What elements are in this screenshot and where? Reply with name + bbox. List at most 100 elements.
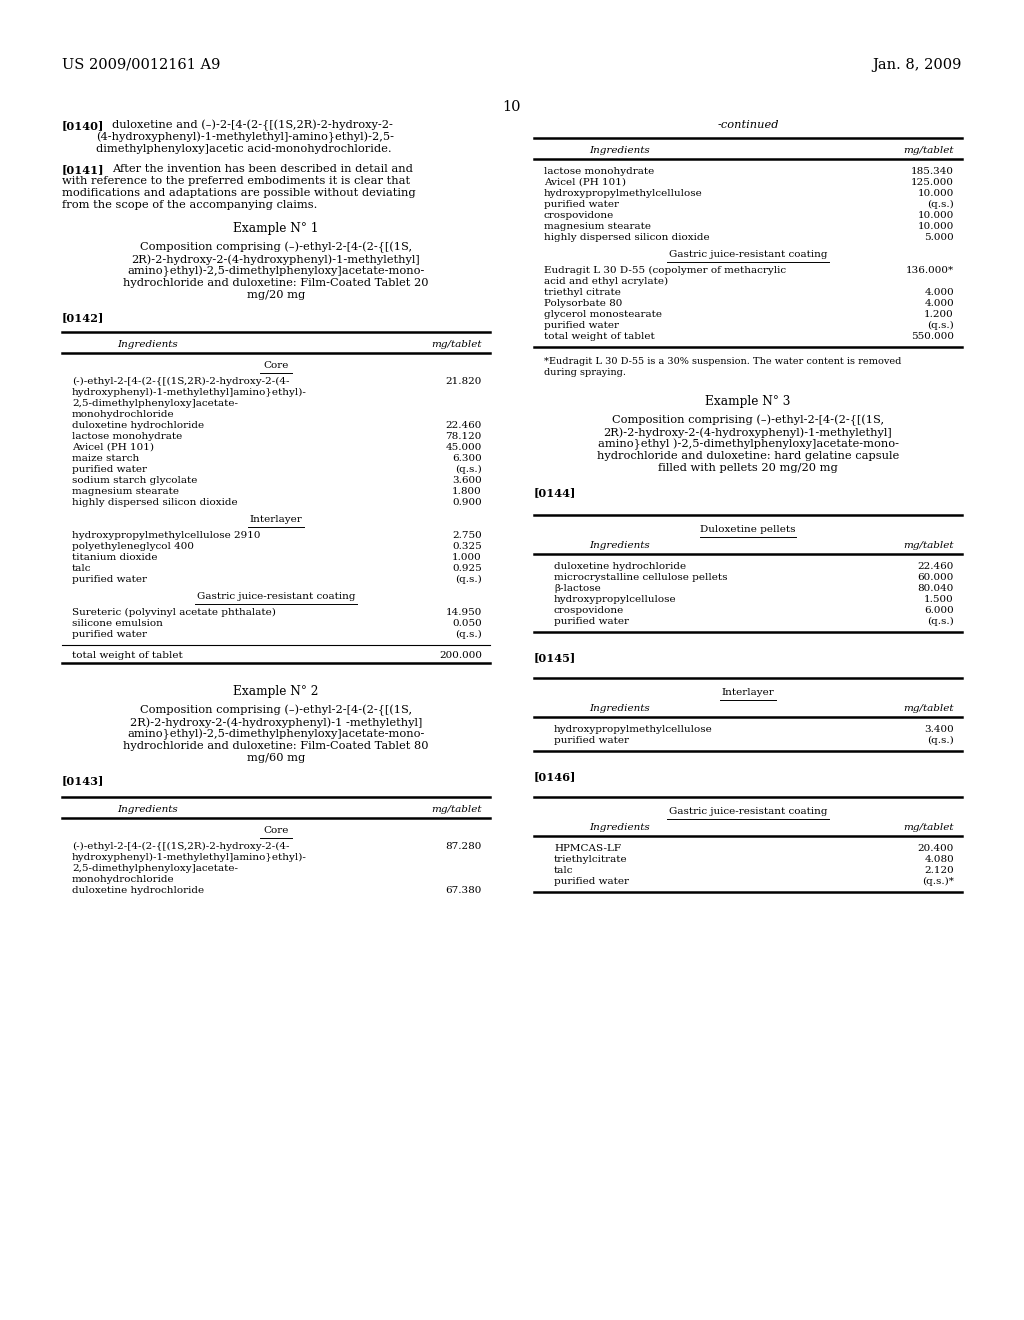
Text: microcrystalline cellulose pellets: microcrystalline cellulose pellets bbox=[554, 573, 727, 582]
Text: 4.000: 4.000 bbox=[925, 288, 954, 297]
Text: 550.000: 550.000 bbox=[911, 333, 954, 341]
Text: lactose monohydrate: lactose monohydrate bbox=[544, 168, 654, 176]
Text: 1.800: 1.800 bbox=[453, 487, 482, 496]
Text: 2.120: 2.120 bbox=[925, 866, 954, 875]
Text: 5.000: 5.000 bbox=[925, 234, 954, 242]
Text: purified water: purified water bbox=[72, 576, 147, 583]
Text: [0140]: [0140] bbox=[62, 120, 104, 131]
Text: Example N° 1: Example N° 1 bbox=[233, 222, 318, 235]
Text: acid and ethyl acrylate): acid and ethyl acrylate) bbox=[544, 277, 668, 286]
Text: 4.080: 4.080 bbox=[925, 855, 954, 865]
Text: purified water: purified water bbox=[554, 876, 629, 886]
Text: HPMCAS-LF: HPMCAS-LF bbox=[554, 843, 621, 853]
Text: 22.460: 22.460 bbox=[918, 562, 954, 572]
Text: [0144]: [0144] bbox=[534, 487, 577, 498]
Text: After the invention has been described in detail and: After the invention has been described i… bbox=[112, 164, 413, 174]
Text: titanium dioxide: titanium dioxide bbox=[72, 553, 158, 562]
Text: filled with pellets 20 mg/20 mg: filled with pellets 20 mg/20 mg bbox=[658, 463, 838, 473]
Text: (q.s.): (q.s.) bbox=[456, 630, 482, 639]
Text: 60.000: 60.000 bbox=[918, 573, 954, 582]
Text: Ingredients: Ingredients bbox=[589, 541, 650, 550]
Text: 14.950: 14.950 bbox=[445, 609, 482, 616]
Text: glycerol monostearate: glycerol monostearate bbox=[544, 310, 662, 319]
Text: 20.400: 20.400 bbox=[918, 843, 954, 853]
Text: purified water: purified water bbox=[554, 737, 629, 744]
Text: duloxetine hydrochloride: duloxetine hydrochloride bbox=[554, 562, 686, 572]
Text: 1.500: 1.500 bbox=[925, 595, 954, 605]
Text: monohydrochloride: monohydrochloride bbox=[72, 875, 175, 884]
Text: 0.050: 0.050 bbox=[453, 619, 482, 628]
Text: 2.750: 2.750 bbox=[453, 531, 482, 540]
Text: total weight of tablet: total weight of tablet bbox=[544, 333, 654, 341]
Text: mg/tablet: mg/tablet bbox=[903, 822, 954, 832]
Text: [0146]: [0146] bbox=[534, 771, 577, 781]
Text: modifications and adaptations are possible without deviating: modifications and adaptations are possib… bbox=[62, 187, 416, 198]
Text: duloxetine and (–)-2-[4-(2-{[(1S,2R)-2-hydroxy-2-: duloxetine and (–)-2-[4-(2-{[(1S,2R)-2-h… bbox=[112, 120, 393, 132]
Text: Ingredients: Ingredients bbox=[117, 805, 178, 814]
Text: Composition comprising (–)-ethyl-2-[4-(2-{[(1S,: Composition comprising (–)-ethyl-2-[4-(2… bbox=[612, 414, 884, 426]
Text: (q.s.): (q.s.) bbox=[928, 321, 954, 330]
Text: Example N° 2: Example N° 2 bbox=[233, 685, 318, 698]
Text: duloxetine hydrochloride: duloxetine hydrochloride bbox=[72, 421, 204, 430]
Text: hydroxypropylmethylcellulose: hydroxypropylmethylcellulose bbox=[544, 189, 702, 198]
Text: Duloxetine pellets: Duloxetine pellets bbox=[700, 525, 796, 535]
Text: US 2009/0012161 A9: US 2009/0012161 A9 bbox=[62, 58, 220, 73]
Text: 78.120: 78.120 bbox=[445, 432, 482, 441]
Text: Interlayer: Interlayer bbox=[250, 515, 302, 524]
Text: Polysorbate 80: Polysorbate 80 bbox=[544, 300, 623, 308]
Text: 136.000*: 136.000* bbox=[906, 267, 954, 275]
Text: (q.s.)*: (q.s.)* bbox=[923, 876, 954, 886]
Text: 21.820: 21.820 bbox=[445, 378, 482, 385]
Text: Avicel (PH 101): Avicel (PH 101) bbox=[544, 178, 626, 187]
Text: 2R)-2-hydroxy-2-(4-hydroxyphenyl)-1-methylethyl]: 2R)-2-hydroxy-2-(4-hydroxyphenyl)-1-meth… bbox=[603, 426, 892, 437]
Text: 22.460: 22.460 bbox=[445, 421, 482, 430]
Text: polyethyleneglycol 400: polyethyleneglycol 400 bbox=[72, 543, 194, 550]
Text: 80.040: 80.040 bbox=[918, 583, 954, 593]
Text: Ingredients: Ingredients bbox=[589, 147, 650, 154]
Text: dimethylphenyloxy]acetic acid-monohydrochloride.: dimethylphenyloxy]acetic acid-monohydroc… bbox=[96, 144, 391, 154]
Text: purified water: purified water bbox=[544, 321, 618, 330]
Text: mg/tablet: mg/tablet bbox=[903, 541, 954, 550]
Text: Core: Core bbox=[263, 826, 289, 836]
Text: amino}ethyl)-2,5-dimethylphenyloxy]acetate-mono-: amino}ethyl)-2,5-dimethylphenyloxy]aceta… bbox=[127, 267, 425, 277]
Text: 45.000: 45.000 bbox=[445, 444, 482, 451]
Text: hydroxyphenyl)-1-methylethyl]amino}ethyl)-: hydroxyphenyl)-1-methylethyl]amino}ethyl… bbox=[72, 853, 307, 862]
Text: talc: talc bbox=[72, 564, 91, 573]
Text: hydroxypropylmethylcellulose: hydroxypropylmethylcellulose bbox=[554, 725, 713, 734]
Text: Gastric juice-resistant coating: Gastric juice-resistant coating bbox=[669, 249, 827, 259]
Text: mg/tablet: mg/tablet bbox=[431, 341, 482, 348]
Text: Jan. 8, 2009: Jan. 8, 2009 bbox=[872, 58, 962, 73]
Text: mg/60 mg: mg/60 mg bbox=[247, 752, 305, 763]
Text: triethylcitrate: triethylcitrate bbox=[554, 855, 628, 865]
Text: during spraying.: during spraying. bbox=[544, 368, 626, 378]
Text: Ingredients: Ingredients bbox=[589, 704, 650, 713]
Text: total weight of tablet: total weight of tablet bbox=[72, 651, 182, 660]
Text: purified water: purified water bbox=[544, 201, 618, 209]
Text: Example N° 3: Example N° 3 bbox=[706, 395, 791, 408]
Text: crospovidone: crospovidone bbox=[554, 606, 625, 615]
Text: sodium starch glycolate: sodium starch glycolate bbox=[72, 477, 198, 484]
Text: 3.600: 3.600 bbox=[453, 477, 482, 484]
Text: duloxetine hydrochloride: duloxetine hydrochloride bbox=[72, 886, 204, 895]
Text: Avicel (PH 101): Avicel (PH 101) bbox=[72, 444, 154, 451]
Text: 2,5-dimethylphenyloxy]acetate-: 2,5-dimethylphenyloxy]acetate- bbox=[72, 399, 238, 408]
Text: Gastric juice-resistant coating: Gastric juice-resistant coating bbox=[197, 591, 355, 601]
Text: crospovidone: crospovidone bbox=[544, 211, 614, 220]
Text: (-)-ethyl-2-[4-(2-{[(1S,2R)-2-hydroxy-2-(4-: (-)-ethyl-2-[4-(2-{[(1S,2R)-2-hydroxy-2-… bbox=[72, 378, 290, 387]
Text: hydrochloride and duloxetine: Film-Coated Tablet 80: hydrochloride and duloxetine: Film-Coate… bbox=[123, 741, 429, 751]
Text: silicone emulsion: silicone emulsion bbox=[72, 619, 163, 628]
Text: monohydrochloride: monohydrochloride bbox=[72, 411, 175, 418]
Text: 0.900: 0.900 bbox=[453, 498, 482, 507]
Text: 2R)-2-hydroxy-2-(4-hydroxyphenyl)-1 -methylethyl]: 2R)-2-hydroxy-2-(4-hydroxyphenyl)-1 -met… bbox=[130, 717, 422, 727]
Text: [0141]: [0141] bbox=[62, 164, 104, 176]
Text: hydrochloride and duloxetine: hard gelatine capsule: hydrochloride and duloxetine: hard gelat… bbox=[597, 451, 899, 461]
Text: highly dispersed silicon dioxide: highly dispersed silicon dioxide bbox=[72, 498, 238, 507]
Text: 10: 10 bbox=[503, 100, 521, 114]
Text: hydroxypropylcellulose: hydroxypropylcellulose bbox=[554, 595, 677, 605]
Text: hydroxypropylmethylcellulose 2910: hydroxypropylmethylcellulose 2910 bbox=[72, 531, 260, 540]
Text: triethyl citrate: triethyl citrate bbox=[544, 288, 621, 297]
Text: purified water: purified water bbox=[554, 616, 629, 626]
Text: 10.000: 10.000 bbox=[918, 222, 954, 231]
Text: 10.000: 10.000 bbox=[918, 211, 954, 220]
Text: (4-hydroxyphenyl)-1-methylethyl]-amino}ethyl)-2,5-: (4-hydroxyphenyl)-1-methylethyl]-amino}e… bbox=[96, 132, 394, 144]
